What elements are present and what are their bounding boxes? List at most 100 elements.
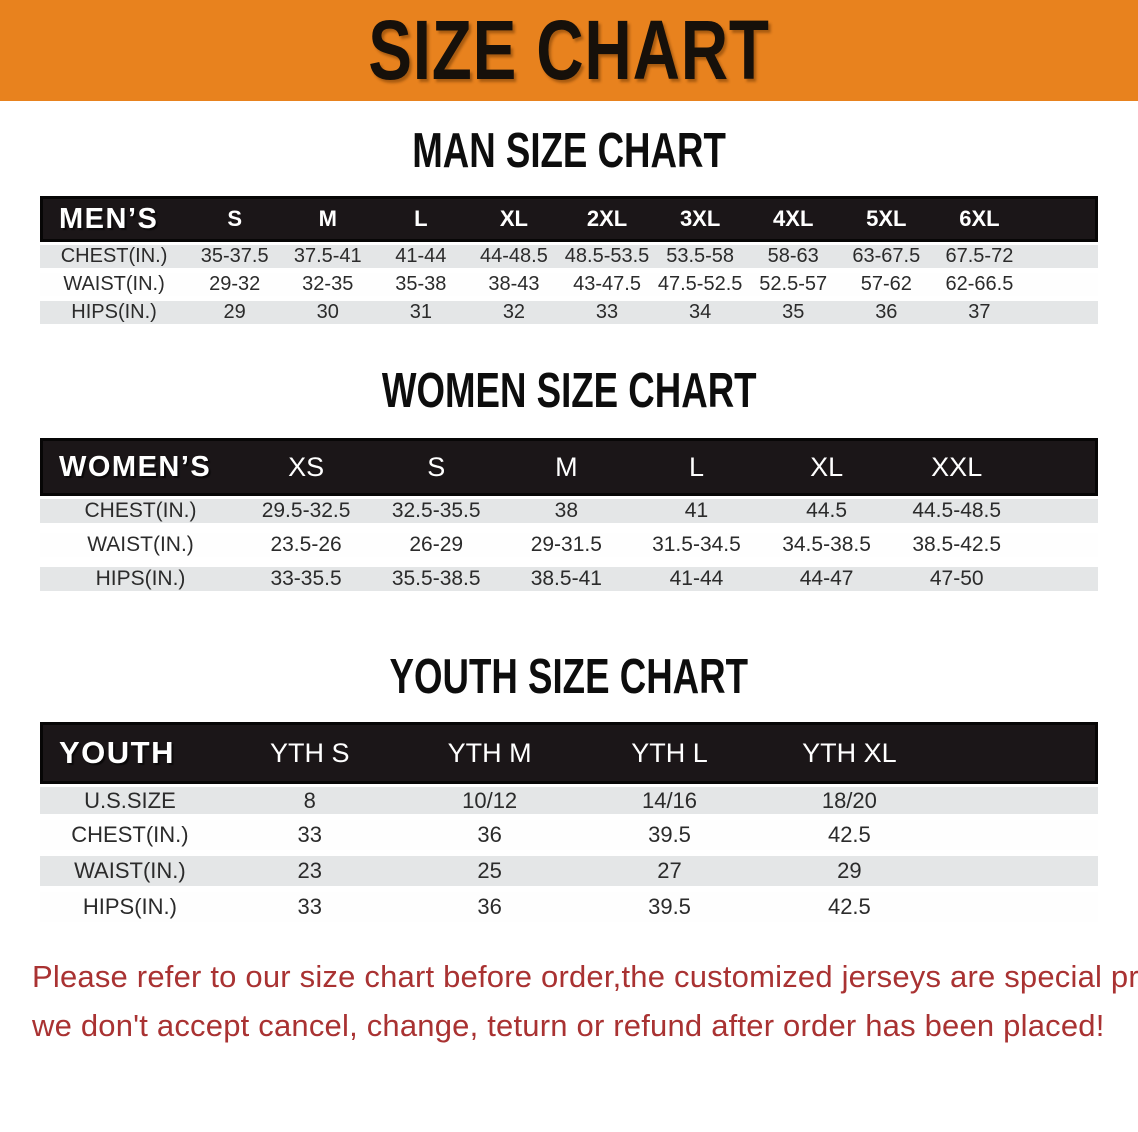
row-filler bbox=[939, 856, 1098, 892]
women-size-table: WOMEN’S XS S M L XL XXL CHEST(IN.) 29.5-32.5 32.5… bbox=[40, 438, 1098, 601]
size-column-header: YTH M bbox=[399, 722, 580, 784]
women-heading-text: WOMEN SIZE CHART bbox=[381, 361, 757, 418]
size-value-cell: 32 bbox=[467, 301, 561, 329]
size-value-cell: 37 bbox=[932, 301, 1026, 329]
size-value-cell: 8 bbox=[219, 784, 400, 820]
women-section-heading: WOMEN SIZE CHART bbox=[0, 361, 1138, 418]
size-column-header: YTH XL bbox=[759, 722, 940, 784]
size-value-cell: 38 bbox=[501, 496, 632, 533]
size-value-cell: 10/12 bbox=[399, 784, 580, 820]
table-header-row: YOUTH YTH S YTH M YTH L YTH XL bbox=[40, 722, 1098, 784]
table-corner-label: WOMEN’S bbox=[40, 438, 242, 496]
size-column-header: L bbox=[374, 196, 468, 242]
size-value-cell: 36 bbox=[839, 301, 933, 329]
row-label: WAIST(IN.) bbox=[40, 273, 189, 301]
order-notice: Please refer to our size chart before or… bbox=[0, 952, 1138, 1050]
size-value-cell: 44-48.5 bbox=[467, 242, 561, 273]
measurement-row: WAIST(IN.) 29-32 32-35 35-38 38-43 43-47.5 47.… bbox=[40, 273, 1098, 301]
size-value-cell: 26-29 bbox=[371, 533, 502, 567]
size-value-cell: 39.5 bbox=[579, 892, 760, 928]
measurement-row: U.S.SIZE 8 10/12 14/16 18/20 bbox=[40, 784, 1098, 820]
size-value-cell: 23.5-26 bbox=[241, 533, 372, 567]
row-label: CHEST(IN.) bbox=[40, 242, 189, 273]
men-heading-text: MAN SIZE CHART bbox=[412, 121, 726, 178]
header-filler bbox=[1025, 196, 1098, 242]
size-value-cell: 25 bbox=[399, 856, 580, 892]
size-value-cell: 62-66.5 bbox=[932, 273, 1026, 301]
size-value-cell: 42.5 bbox=[759, 892, 940, 928]
size-column-header: 4XL bbox=[746, 196, 840, 242]
youth-size-table: YOUTH YTH S YTH M YTH L YTH XL U.S.SIZE 8 10/12… bbox=[40, 722, 1098, 928]
women-section: WOMEN SIZE CHART WOMEN’S XS S M L XL XXL CHEST(… bbox=[0, 361, 1138, 601]
size-value-cell: 29-31.5 bbox=[501, 533, 632, 567]
header-filler bbox=[1021, 438, 1098, 496]
men-section: MAN SIZE CHART MEN’S S M L XL 2XL 3XL 4XL 5XL 6XL… bbox=[0, 121, 1138, 329]
measurement-row: HIPS(IN.) 33 36 39.5 42.5 bbox=[40, 892, 1098, 928]
measurement-row: HIPS(IN.) 33-35.5 35.5-38.5 38.5-41 41-44 44-… bbox=[40, 567, 1098, 601]
size-value-cell: 32.5-35.5 bbox=[371, 496, 502, 533]
size-value-cell: 63-67.5 bbox=[839, 242, 933, 273]
size-value-cell: 41 bbox=[631, 496, 762, 533]
measurement-row: CHEST(IN.) 35-37.5 37.5-41 41-44 44-48.5 48.5… bbox=[40, 242, 1098, 273]
notice-line-1: Please refer to our size chart before or… bbox=[32, 959, 1138, 994]
row-label: U.S.SIZE bbox=[40, 784, 220, 820]
size-value-cell: 34 bbox=[653, 301, 747, 329]
size-value-cell: 14/16 bbox=[579, 784, 760, 820]
size-value-cell: 44.5 bbox=[761, 496, 892, 533]
row-filler bbox=[939, 784, 1098, 820]
size-value-cell: 67.5-72 bbox=[932, 242, 1026, 273]
size-value-cell: 35 bbox=[746, 301, 840, 329]
youth-section-heading: YOUTH SIZE CHART bbox=[0, 647, 1138, 704]
size-value-cell: 52.5-57 bbox=[746, 273, 840, 301]
size-value-cell: 43-47.5 bbox=[560, 273, 654, 301]
size-value-cell: 41-44 bbox=[374, 242, 468, 273]
notice-line-2: we don't accept cancel, change, teturn o… bbox=[32, 1008, 1105, 1043]
size-column-header: 5XL bbox=[839, 196, 933, 242]
size-column-header: YTH L bbox=[579, 722, 760, 784]
size-value-cell: 48.5-53.5 bbox=[560, 242, 654, 273]
size-column-header: YTH S bbox=[219, 722, 400, 784]
row-filler bbox=[1021, 533, 1098, 567]
size-value-cell: 29 bbox=[188, 301, 282, 329]
size-value-cell: 18/20 bbox=[759, 784, 940, 820]
size-column-header: XL bbox=[467, 196, 561, 242]
row-filler bbox=[1021, 496, 1098, 533]
row-label: CHEST(IN.) bbox=[40, 820, 220, 856]
size-value-cell: 31 bbox=[374, 301, 468, 329]
size-value-cell: 39.5 bbox=[579, 820, 760, 856]
size-value-cell: 33 bbox=[560, 301, 654, 329]
measurement-row: WAIST(IN.) 23.5-26 26-29 29-31.5 31.5-34.5 34… bbox=[40, 533, 1098, 567]
table-header-row: MEN’S S M L XL 2XL 3XL 4XL 5XL 6XL bbox=[40, 196, 1098, 242]
size-value-cell: 33 bbox=[219, 892, 400, 928]
size-value-cell: 38-43 bbox=[467, 273, 561, 301]
size-column-header: M bbox=[501, 438, 632, 496]
row-label: HIPS(IN.) bbox=[40, 892, 220, 928]
size-value-cell: 42.5 bbox=[759, 820, 940, 856]
row-filler bbox=[939, 892, 1098, 928]
size-value-cell: 53.5-58 bbox=[653, 242, 747, 273]
row-label: CHEST(IN.) bbox=[40, 496, 242, 533]
size-column-header: L bbox=[631, 438, 762, 496]
size-value-cell: 32-35 bbox=[281, 273, 375, 301]
size-value-cell: 23 bbox=[219, 856, 400, 892]
size-value-cell: 47-50 bbox=[891, 567, 1022, 601]
size-value-cell: 41-44 bbox=[631, 567, 762, 601]
size-value-cell: 31.5-34.5 bbox=[631, 533, 762, 567]
size-value-cell: 33 bbox=[219, 820, 400, 856]
youth-heading-text: YOUTH SIZE CHART bbox=[389, 647, 749, 704]
size-value-cell: 38.5-41 bbox=[501, 567, 632, 601]
size-column-header: S bbox=[188, 196, 282, 242]
table-header-row: WOMEN’S XS S M L XL XXL bbox=[40, 438, 1098, 496]
header-filler bbox=[939, 722, 1098, 784]
size-column-header: XXL bbox=[891, 438, 1022, 496]
size-value-cell: 36 bbox=[399, 820, 580, 856]
size-value-cell: 29.5-32.5 bbox=[241, 496, 372, 533]
size-value-cell: 35-38 bbox=[374, 273, 468, 301]
size-value-cell: 30 bbox=[281, 301, 375, 329]
size-column-header: XL bbox=[761, 438, 892, 496]
size-value-cell: 27 bbox=[579, 856, 760, 892]
size-chart-page: SIZE CHART MAN SIZE CHART MEN’S S M L XL 2XL 3… bbox=[0, 0, 1138, 1050]
size-column-header: 3XL bbox=[653, 196, 747, 242]
row-filler bbox=[939, 820, 1098, 856]
size-value-cell: 47.5-52.5 bbox=[653, 273, 747, 301]
